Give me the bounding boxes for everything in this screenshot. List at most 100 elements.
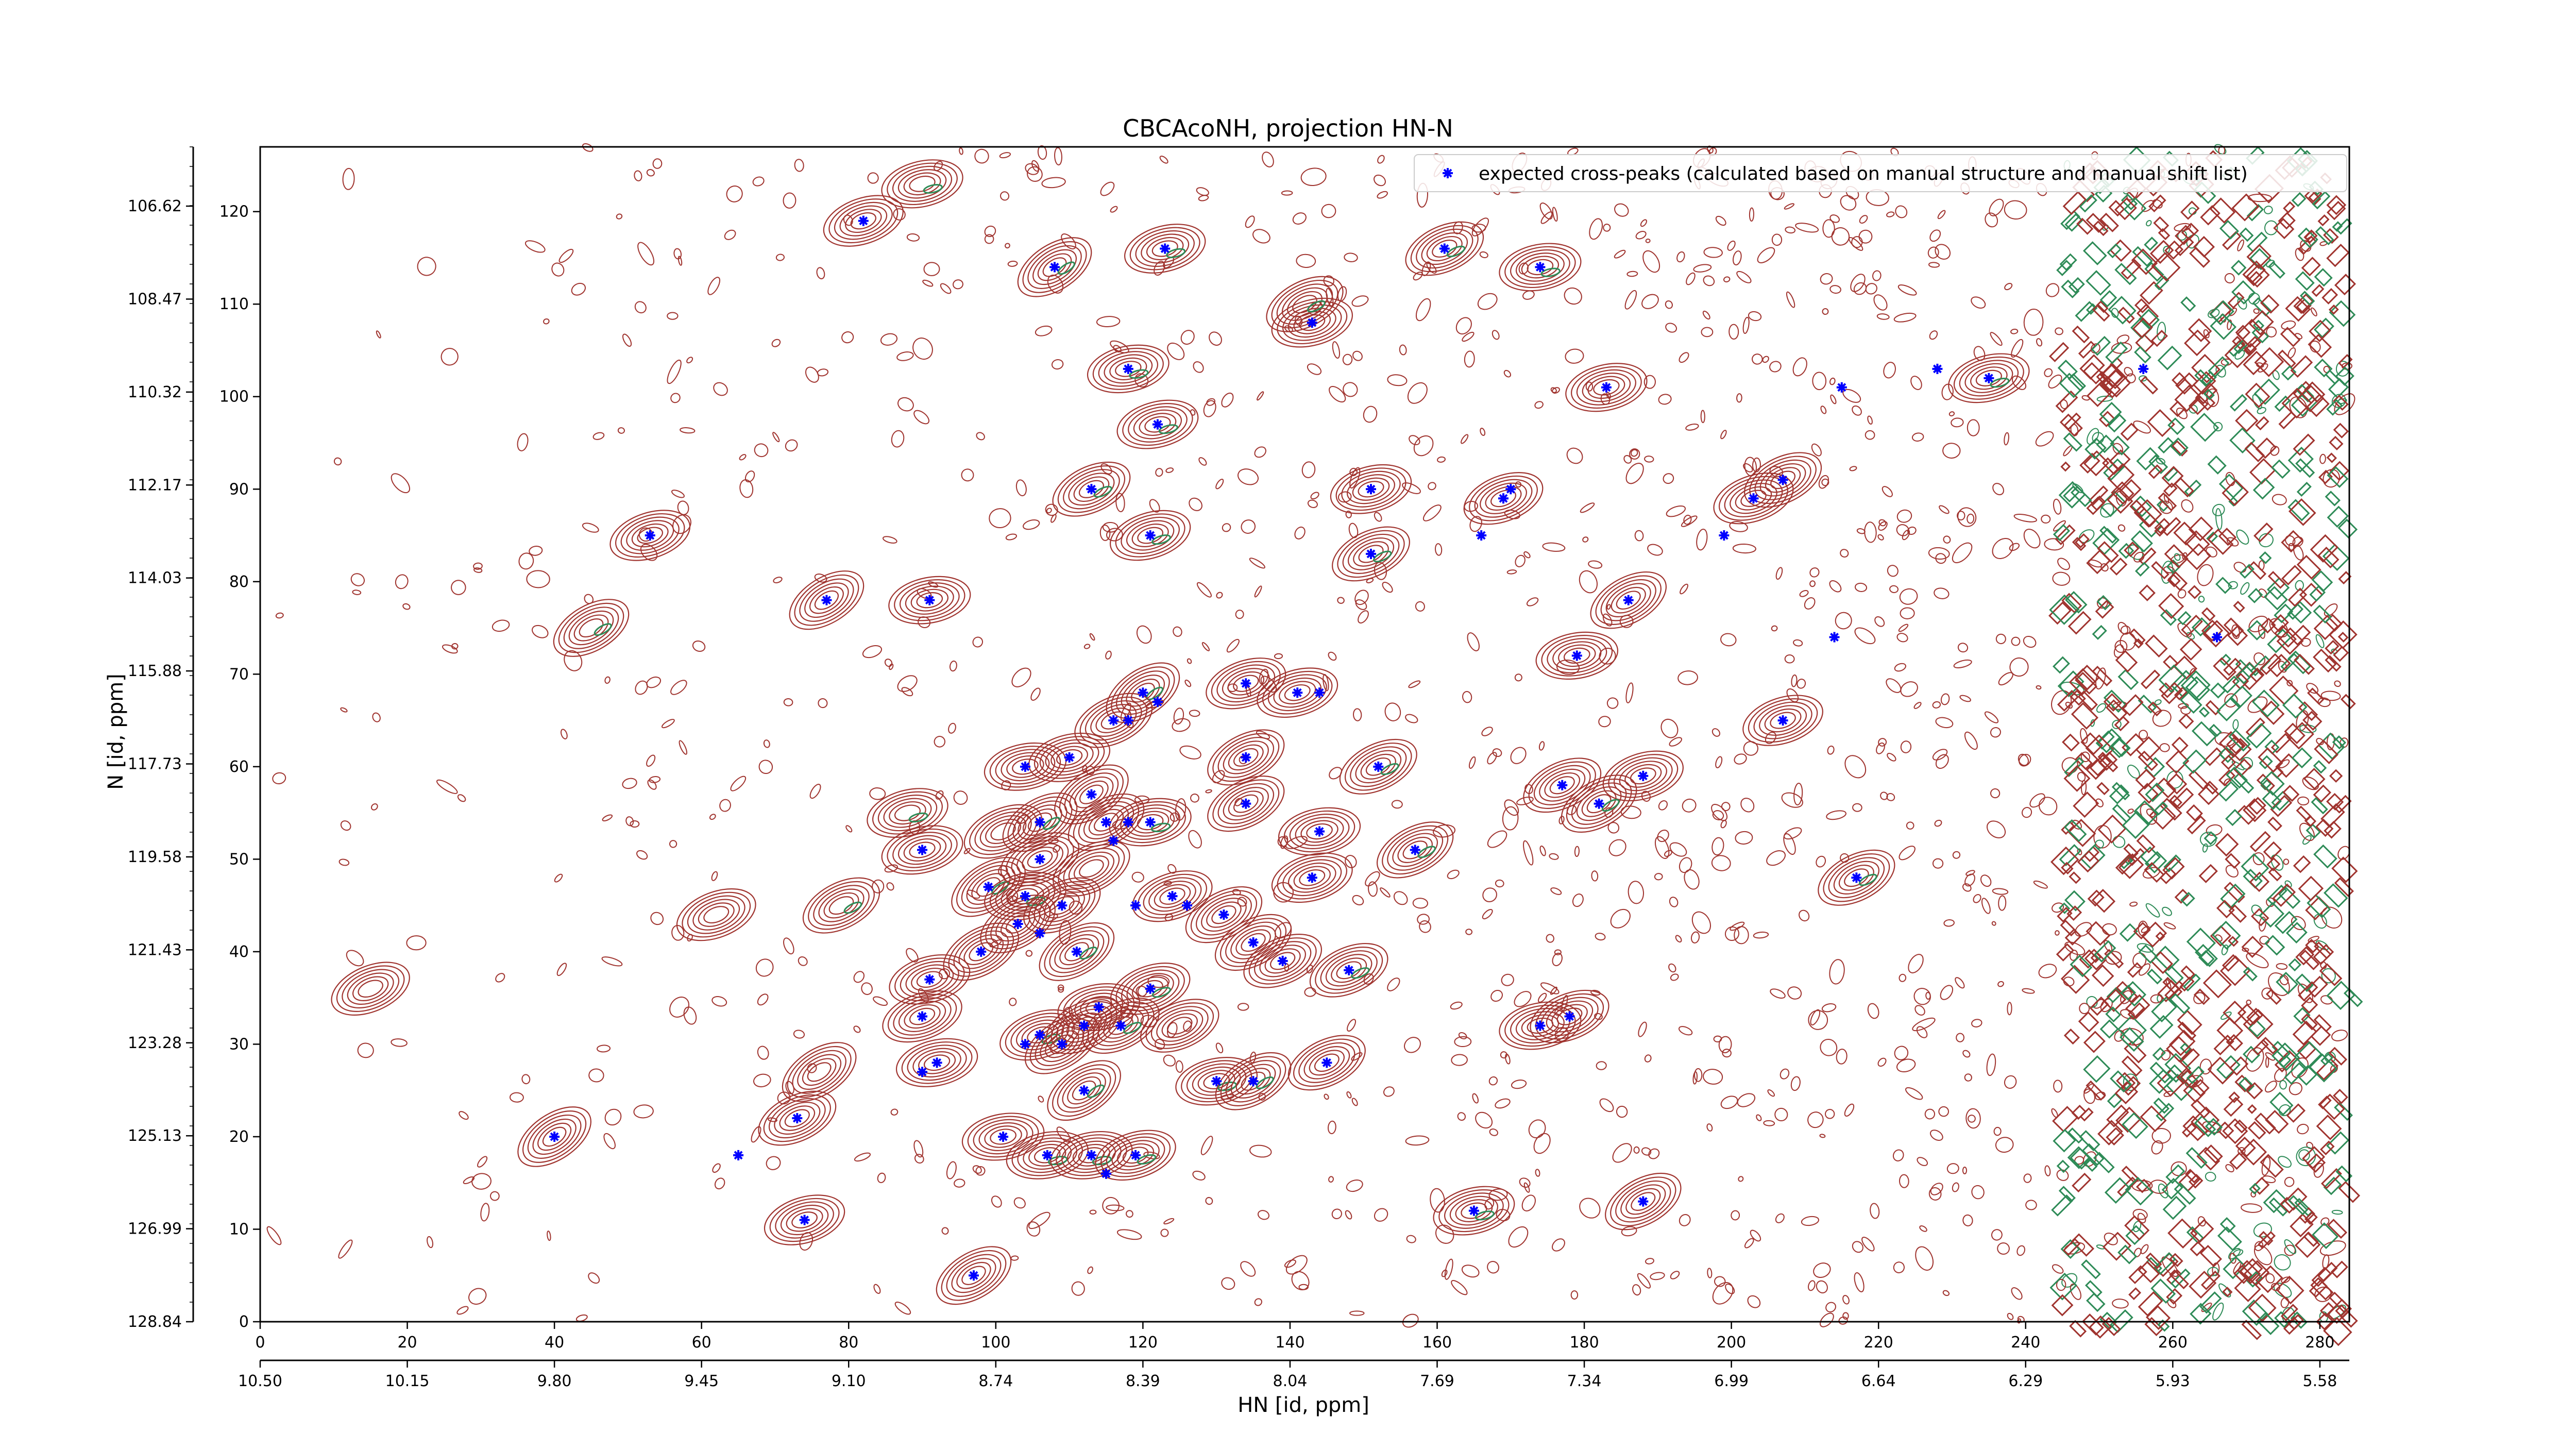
noise-contour xyxy=(391,1038,408,1047)
noise-contour xyxy=(2199,1058,2212,1075)
noise-contour xyxy=(2052,571,2071,586)
noise-contour xyxy=(1683,514,1692,525)
noise-contour xyxy=(2167,574,2181,587)
noise-contour xyxy=(1451,1054,1468,1066)
noise-contour xyxy=(2004,200,2027,220)
noise-contour xyxy=(391,473,411,494)
noise-contour xyxy=(2337,846,2350,860)
noise-contour xyxy=(2296,481,2312,497)
noise-contour xyxy=(2206,388,2219,407)
noise-contour xyxy=(2316,738,2324,745)
noise-contour xyxy=(1387,374,1408,386)
noise-contour xyxy=(2062,733,2080,752)
noise-contour xyxy=(1641,790,1651,802)
noise-contour xyxy=(2260,617,2276,634)
noise-contour xyxy=(1766,850,1786,866)
noise-contour xyxy=(922,279,934,287)
noise-contour xyxy=(991,1195,1002,1208)
noise-contour xyxy=(1412,898,1428,909)
expected-peak-marker xyxy=(1086,1150,1097,1160)
noise-contour xyxy=(2098,411,2115,428)
noise-contour xyxy=(1110,206,1118,213)
noise-contour xyxy=(2064,591,2088,614)
noise-contour xyxy=(2183,372,2198,388)
noise-contour xyxy=(2145,634,2168,658)
noise-contour xyxy=(2107,243,2122,259)
noise-contour xyxy=(2245,1047,2264,1072)
svg-text:5.58: 5.58 xyxy=(2302,1372,2337,1390)
noise-contour xyxy=(1235,610,1244,619)
svg-text:100: 100 xyxy=(981,1334,1010,1352)
noise-contour xyxy=(2284,722,2306,745)
noise-contour xyxy=(2338,1181,2361,1203)
noise-contour xyxy=(2147,409,2175,437)
noise-contour xyxy=(2055,390,2078,413)
noise-contour xyxy=(2174,553,2181,561)
noise-contour xyxy=(1155,468,1163,477)
noise-contour xyxy=(2177,1021,2197,1041)
noise-contour xyxy=(1594,1013,1603,1020)
expected-peak-marker xyxy=(1777,475,1788,485)
noise-contour xyxy=(2315,226,2334,245)
noise-contour xyxy=(526,570,550,588)
noise-contour xyxy=(376,330,381,339)
noise-contour xyxy=(2317,214,2330,227)
noise-contour xyxy=(1728,324,1739,340)
noise-contour xyxy=(2178,713,2194,729)
noise-contour xyxy=(1915,1246,1934,1271)
noise-contour xyxy=(1281,190,1293,196)
noise-contour xyxy=(1009,998,1017,1006)
peak-contour xyxy=(888,576,971,625)
noise-contour xyxy=(2190,1099,2210,1119)
noise-contour xyxy=(1680,583,1688,595)
noise-contour xyxy=(2161,1256,2179,1277)
noise-contour xyxy=(2224,273,2235,284)
noise-contour xyxy=(1149,499,1160,513)
noise-contour xyxy=(680,427,696,434)
noise-contour xyxy=(2169,1269,2189,1290)
noise-contour xyxy=(2130,530,2153,553)
noise-contour xyxy=(1663,473,1674,484)
noise-contour xyxy=(1842,389,1861,403)
noise-contour xyxy=(2326,399,2343,416)
noise-contour xyxy=(670,393,681,403)
noise-contour xyxy=(1913,702,1922,709)
noise-contour xyxy=(2263,1189,2287,1214)
noise-contour xyxy=(2161,682,2183,704)
expected-peak-marker xyxy=(917,1067,928,1077)
expected-peak-marker xyxy=(1571,650,1582,661)
noise-contour xyxy=(1538,741,1545,751)
noise-contour xyxy=(2327,466,2349,488)
noise-contour xyxy=(2248,1019,2266,1038)
noise-contour xyxy=(1126,1210,1133,1218)
noise-contour xyxy=(906,233,920,242)
svg-text:10: 10 xyxy=(229,1220,249,1238)
noise-contour xyxy=(1905,1087,1923,1100)
noise-contour xyxy=(1106,1204,1125,1211)
expected-peak-marker xyxy=(1035,854,1045,865)
noise-contour xyxy=(2297,796,2310,806)
noise-contour xyxy=(1984,711,1999,723)
noise-contour xyxy=(1417,914,1430,925)
noise-contour xyxy=(2212,920,2241,950)
noise-contour xyxy=(637,242,655,266)
noise-contour xyxy=(2158,492,2177,512)
noise-contour xyxy=(2235,662,2258,684)
noise-contour xyxy=(1343,382,1358,397)
noise-contour xyxy=(2285,296,2311,322)
noise-contour xyxy=(2244,442,2265,462)
noise-contour xyxy=(2086,1292,2106,1312)
noise-contour xyxy=(2167,417,2185,435)
noise-contour xyxy=(2185,1147,2208,1169)
noise-contour xyxy=(1640,219,1647,227)
noise-contour xyxy=(1574,846,1580,857)
noise-contour xyxy=(2190,1106,2220,1136)
noise-contour xyxy=(1550,986,1557,995)
noise-contour xyxy=(1928,1187,1942,1201)
svg-text:20: 20 xyxy=(229,1128,249,1146)
noise-contour xyxy=(880,333,898,346)
expected-peak-marker xyxy=(998,1131,1009,1142)
peak-contour xyxy=(1000,832,1080,886)
noise-contour xyxy=(2265,1052,2276,1061)
noise-contour xyxy=(2038,797,2058,816)
